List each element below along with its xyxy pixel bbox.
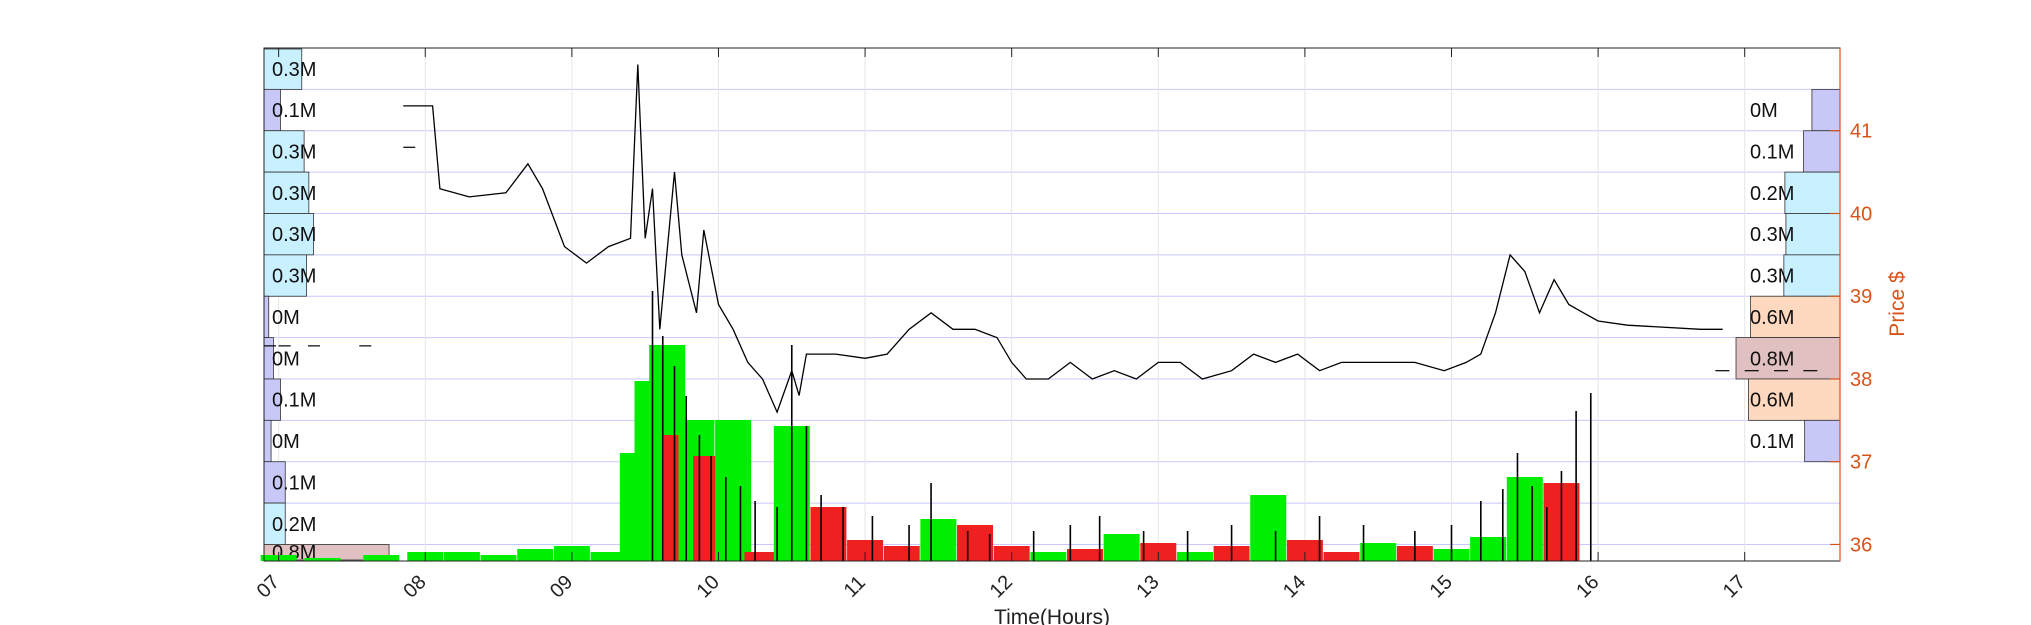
right-profile-label: 0.6M [1750, 390, 1794, 412]
left-profile-label: 0.3M [272, 224, 316, 246]
x-tick-label: 10 [693, 571, 724, 602]
volume-block [1250, 495, 1287, 561]
volume-block [1470, 537, 1507, 561]
right-profile-label: 0.1M [1750, 141, 1794, 163]
right-profile-bar [1804, 419, 1841, 463]
left-profile-bar [263, 295, 270, 338]
volume-block [443, 552, 480, 561]
y-tick-label: 38 [1850, 369, 1872, 391]
left-profile-label: 0.1M [272, 390, 316, 412]
volume-block [480, 555, 517, 561]
volume-block [883, 546, 920, 561]
volume-block [847, 540, 884, 561]
x-tick-label: 07 [253, 571, 284, 602]
plot-area [264, 48, 1840, 561]
volume-block [1323, 552, 1360, 561]
right-profile-bar [1811, 88, 1841, 132]
y-axis-right: 36 37 38 39 40 41 [1830, 48, 1872, 561]
x-tick-label: 12 [986, 571, 1017, 602]
x-tick-label: 16 [1572, 571, 1603, 602]
price-line [403, 64, 1723, 414]
volume-block [920, 519, 957, 561]
right-profile-bar [1735, 337, 1841, 380]
x-tick-label: 15 [1426, 571, 1457, 602]
right-profile-label: 0M [1750, 100, 1778, 122]
x-tick-label: 13 [1132, 571, 1163, 602]
volume-block [1103, 534, 1140, 561]
y-axis-title: Price $ [1886, 271, 1909, 337]
x-tick-label: 08 [399, 571, 430, 602]
volume-bars [260, 291, 1592, 561]
left-profile-label: 0.3M [272, 183, 316, 205]
volume-block [957, 525, 994, 561]
volume-block [744, 552, 781, 561]
left-profile-bar [263, 171, 310, 214]
left-profile-label: 0.2M [272, 514, 316, 536]
left-profile-label: 0.1M [272, 472, 316, 494]
right-profile-label: 0.2M [1750, 183, 1794, 205]
y-tick-label: 36 [1850, 534, 1872, 556]
x-tick-label: 11 [840, 572, 870, 602]
left-volume-profile: 0.3M 0.1M 0.3M 0.3M 0.3M 0.3M 0M 0M 0.1M 0M 0.1M 0.… [263, 48, 390, 564]
volume-block [810, 507, 847, 561]
right-profile-label: 0.6M [1750, 307, 1794, 329]
volume-block [1506, 477, 1543, 561]
right-profile-label: 0.3M [1750, 224, 1794, 246]
volume-block [715, 420, 752, 561]
right-volume-profile: 0M 0.1M 0.2M 0.3M 0.3M 0.6M 0.8M 0.6M 0.1M [1735, 88, 1841, 463]
left-profile-bar [263, 419, 272, 463]
volume-block [1176, 552, 1213, 561]
volume-block [590, 552, 627, 561]
right-profile-bar [1783, 254, 1841, 297]
left-profile-label: 0M [272, 431, 300, 453]
volume-block [517, 549, 554, 561]
left-profile-label: 0.3M [272, 141, 316, 163]
x-tick-label: 09 [546, 571, 577, 602]
volume-block [1030, 552, 1067, 561]
right-profile-bar [1803, 130, 1841, 173]
left-profile-label: 0M [272, 348, 300, 370]
left-profile-bar [263, 213, 314, 256]
volume-block [363, 555, 400, 561]
volume-block [1066, 549, 1103, 561]
grid-lines [264, 48, 1840, 561]
left-profile-label: 0.1M [272, 100, 316, 122]
volume-block [1360, 543, 1397, 561]
left-profile-label: 0.3M [272, 59, 316, 81]
price-series [264, 64, 1818, 414]
y-tick-label: 37 [1850, 452, 1872, 474]
left-profile-label: 0.3M [272, 266, 316, 288]
right-profile-bar [1748, 378, 1841, 421]
volume-block [304, 558, 341, 561]
right-profile-label: 0.1M [1750, 431, 1794, 453]
y-tick-label: 41 [1850, 121, 1872, 143]
right-profile-label: 0.3M [1750, 266, 1794, 288]
x-axis-title: Time(Hours) [994, 606, 1110, 625]
right-profile-label: 0.8M [1750, 348, 1794, 370]
left-profile-label: 0M [272, 307, 300, 329]
y-tick-label: 39 [1850, 286, 1872, 308]
left-profile-bar [263, 254, 307, 297]
volume-block [1286, 540, 1323, 561]
x-tick-label: 17 [1719, 571, 1750, 602]
right-profile-bar [1784, 171, 1841, 214]
y-tick-label: 40 [1850, 203, 1872, 225]
x-tick-label: 14 [1279, 571, 1310, 602]
